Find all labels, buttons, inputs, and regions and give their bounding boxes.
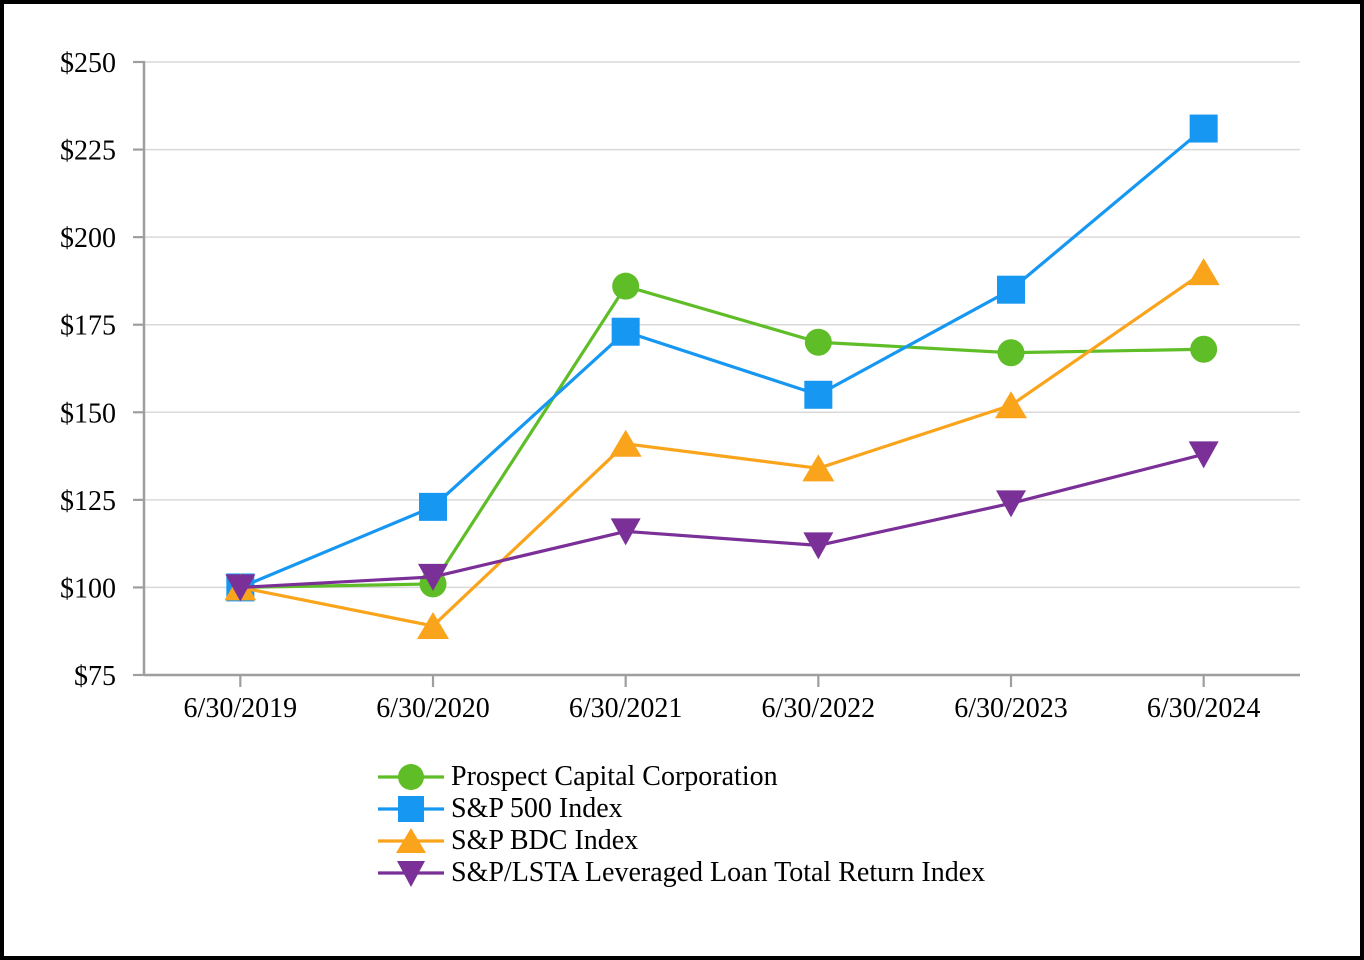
series-s-p-500-index-marker	[611, 317, 640, 346]
legend-marker-triangle-up-icon	[378, 828, 444, 853]
x-tick-label: 6/30/2024	[1147, 693, 1261, 724]
legend-item-prospect-capital-corporation: Prospect Capital Corporation	[377, 761, 985, 793]
circle-icon	[398, 764, 424, 790]
y-tick-label: $225	[60, 136, 116, 167]
chart-legend: Prospect Capital Corporation S&P 500 Ind…	[377, 761, 985, 889]
series-s-p-bdc-index-marker	[995, 391, 1027, 419]
series-s-p-lsta-leveraged-loan-total-return-index-marker	[418, 563, 448, 591]
y-tick-label: $125	[60, 486, 116, 517]
y-tick-label: $100	[60, 573, 116, 604]
square-icon	[398, 796, 424, 822]
series-s-p-lsta-leveraged-loan-total-return-index-marker	[225, 574, 256, 602]
x-tick-label: 6/30/2023	[954, 693, 1068, 724]
series-s-p-bdc-index-marker	[1187, 258, 1220, 286]
series-s-p-lsta-leveraged-loan-total-return-index-marker	[1188, 441, 1219, 469]
y-tick-label: $175	[60, 311, 116, 342]
y-tick-label: $150	[60, 398, 116, 429]
series-s-p-500-index-marker	[997, 275, 1025, 304]
y-tick-label: $200	[60, 223, 116, 254]
legend-item-sp-lsta-leveraged-loan-index: S&P/LSTA Leveraged Loan Total Return Ind…	[377, 857, 985, 889]
series-s-p-lsta-leveraged-loan-total-return-index-marker	[996, 490, 1026, 518]
series-s-p-bdc-index-marker	[802, 454, 835, 482]
y-tick-label: $250	[60, 48, 116, 79]
series-prospect-capital-corporation-marker	[612, 272, 640, 300]
series-s-p-lsta-leveraged-loan-total-return-index-marker	[610, 518, 641, 546]
performance-line-chart: $75 $100 $125 $150 $175 $200 $225 $250 6/30/2019…	[60, 48, 1300, 724]
series-s-p-bdc-index-marker	[417, 611, 449, 639]
x-tick-label: 6/30/2020	[376, 693, 490, 724]
triangle-up-icon	[396, 828, 426, 853]
x-tick-label: 6/30/2022	[762, 693, 876, 724]
series-prospect-capital-corporation-marker	[1190, 335, 1218, 363]
series-s-p-lsta-leveraged-loan-total-return-index-marker	[803, 532, 834, 560]
series-s-p-500-index-marker	[1189, 114, 1218, 143]
series-s-p-bdc-index-marker	[609, 429, 642, 457]
legend-label: S&P BDC Index	[451, 825, 639, 856]
series-s-p-500-index-marker	[804, 380, 833, 409]
x-tick-label: 6/30/2021	[569, 693, 683, 724]
legend-marker-circle-icon	[378, 764, 444, 790]
series-prospect-capital-corporation-line	[240, 284, 1204, 590]
series-s-p-500-index-line	[239, 127, 1205, 589]
legend-marker-square-icon	[378, 796, 444, 822]
legend-label: Prospect Capital Corporation	[451, 761, 778, 792]
series-prospect-capital-corporation-marker	[804, 328, 832, 356]
series-s-p-lsta-leveraged-loan-total-return-index-line	[240, 452, 1205, 590]
series-s-p-bdc-index-line	[240, 270, 1205, 628]
y-tick-label: $75	[74, 661, 116, 692]
x-tick-label: 6/30/2019	[184, 693, 298, 724]
series-s-p-500-index-marker	[419, 492, 447, 521]
legend-label: S&P/LSTA Leveraged Loan Total Return Ind…	[451, 857, 986, 888]
legend-label: S&P 500 Index	[451, 793, 623, 824]
triangle-down-icon	[397, 861, 425, 887]
series-prospect-capital-corporation-marker	[997, 339, 1025, 367]
legend-item-sp-bdc-index: S&P BDC Index	[377, 825, 985, 857]
legend-marker-triangle-down-icon	[378, 861, 444, 887]
legend-item-sp-500-index: S&P 500 Index	[377, 793, 985, 825]
